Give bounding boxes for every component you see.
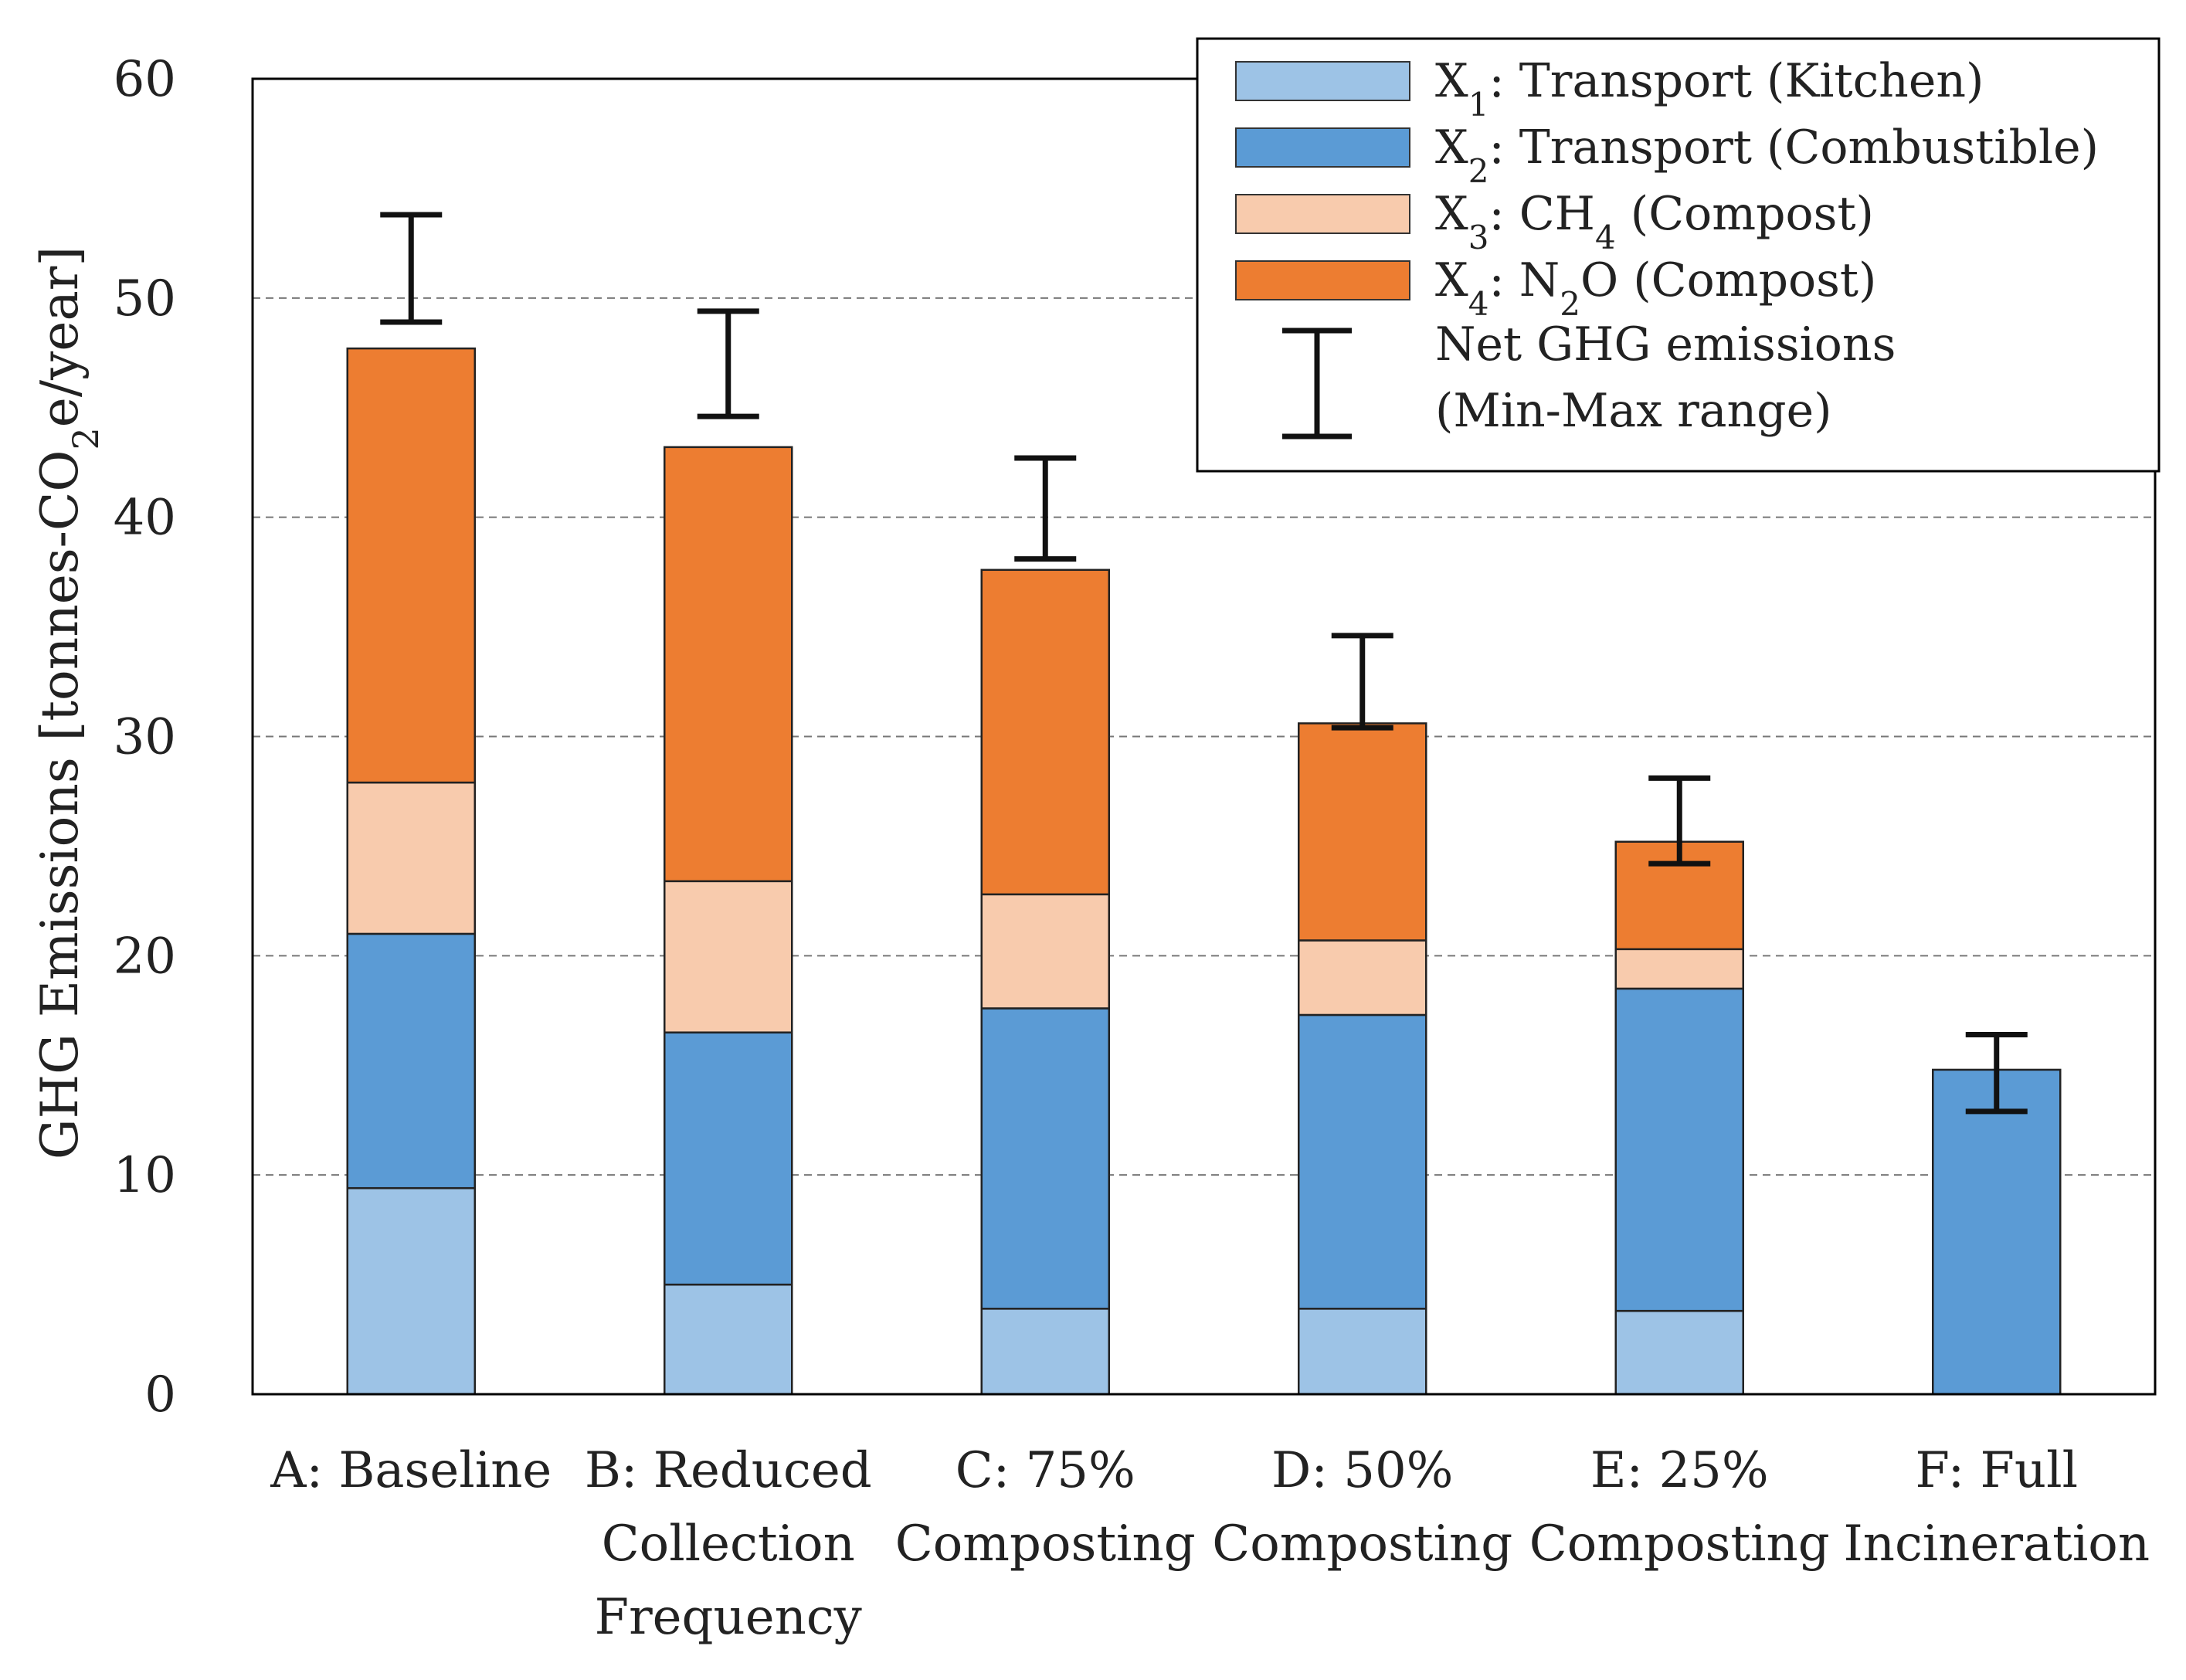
legend-item-error-bar: Net GHG emissions (Min-Max range): [1282, 317, 1896, 440]
error-bar: [1014, 455, 1077, 562]
bar-segment-x4: [664, 446, 793, 883]
bar-segment-x2: [346, 932, 476, 1190]
x-category-label: F: Full: [1915, 1442, 2078, 1499]
x-category-label: Composting: [1529, 1515, 1830, 1573]
bar-segment-x1: [346, 1186, 476, 1396]
bar-segment-x3: [664, 880, 793, 1033]
bar-segment-x3: [1614, 948, 1744, 990]
error-bar: [1331, 633, 1393, 731]
error-bar: [697, 308, 759, 419]
legend-error-label: (Min-Max range): [1435, 384, 1832, 438]
legend-label: X2: Transport (Combustible): [1435, 120, 2099, 190]
error-bar: [380, 212, 443, 325]
x-category-label: Incineration: [1843, 1515, 2150, 1573]
bars: [346, 347, 2062, 1396]
y-tick-label: 50: [114, 270, 176, 328]
x-category-label: D: 50%: [1271, 1442, 1453, 1499]
x-axis-categories: A: Baseline B: Reduced Collection Frequency…: [270, 1442, 2150, 1646]
legend-label: X1: Transport (Kitchen): [1435, 54, 1984, 124]
error-bar: [1648, 775, 1711, 867]
bar-segment-x1: [1614, 1309, 1744, 1396]
y-tick-label: 10: [114, 1147, 176, 1204]
bar-segment-x4: [1298, 722, 1427, 942]
legend-item-x4: X4: N2O (Compost): [1235, 253, 1876, 323]
y-tick-label: 20: [114, 928, 176, 985]
legend-swatch: [1235, 127, 1410, 168]
legend-frame: [1196, 37, 2161, 473]
legend-item-x1: X1: Transport (Kitchen): [1235, 54, 1984, 124]
y-tick-label: 40: [114, 490, 176, 547]
legend-item-x2: X2: Transport (Combustible): [1235, 120, 2099, 190]
x-category-label: B: Reduced: [585, 1442, 872, 1499]
error-bars: [380, 212, 2028, 1115]
y-axis-label: GHG Emissions [tonnes-CO2e/year]: [30, 246, 107, 1159]
bar-segment-x1: [664, 1283, 793, 1396]
y-tick-label: 60: [114, 51, 176, 108]
bar-segment-x3: [980, 893, 1110, 1010]
bar-segment-x2: [664, 1031, 793, 1286]
error-bar: [1965, 1032, 2028, 1115]
y-axis-ticks: 0 10 20 30 40 50 60: [114, 51, 176, 1424]
legend-swatch: [1235, 61, 1410, 101]
bar-segment-x2: [980, 1007, 1110, 1310]
legend-label: X3: CH4 (Compost): [1435, 187, 1874, 256]
x-category-label: A: Baseline: [270, 1442, 552, 1499]
legend-error-label: Net GHG emissions: [1435, 317, 1896, 372]
legend-label: X4: N2O (Compost): [1435, 253, 1876, 323]
x-category-label: Composting: [1212, 1515, 1512, 1573]
x-category-label: Frequency: [595, 1589, 862, 1646]
bar-segment-x4: [980, 568, 1110, 896]
x-category-label: Collection: [602, 1515, 855, 1573]
bar-segment-x1: [1298, 1308, 1427, 1396]
bar-segment-x4: [346, 347, 476, 784]
legend: X1: Transport (Kitchen)X2: Transport (Co…: [1196, 37, 2161, 473]
bar-segment-x2: [1932, 1068, 2062, 1396]
legend-item-x3: X3: CH4 (Compost): [1235, 187, 1874, 256]
bar-segment-x1: [980, 1308, 1110, 1396]
bar-segment-x2: [1614, 987, 1744, 1312]
legend-swatch: [1235, 194, 1410, 234]
bar-segment-x3: [1298, 939, 1427, 1016]
bar-segment-x3: [346, 781, 476, 935]
y-tick-label: 0: [144, 1366, 176, 1424]
y-tick-label: 30: [114, 709, 176, 766]
bar-segment-x2: [1298, 1013, 1427, 1310]
x-category-label: C: 75%: [956, 1442, 1135, 1499]
x-category-label: E: 25%: [1590, 1442, 1769, 1499]
legend-swatch: [1235, 260, 1410, 300]
x-category-label: Composting: [895, 1515, 1196, 1573]
